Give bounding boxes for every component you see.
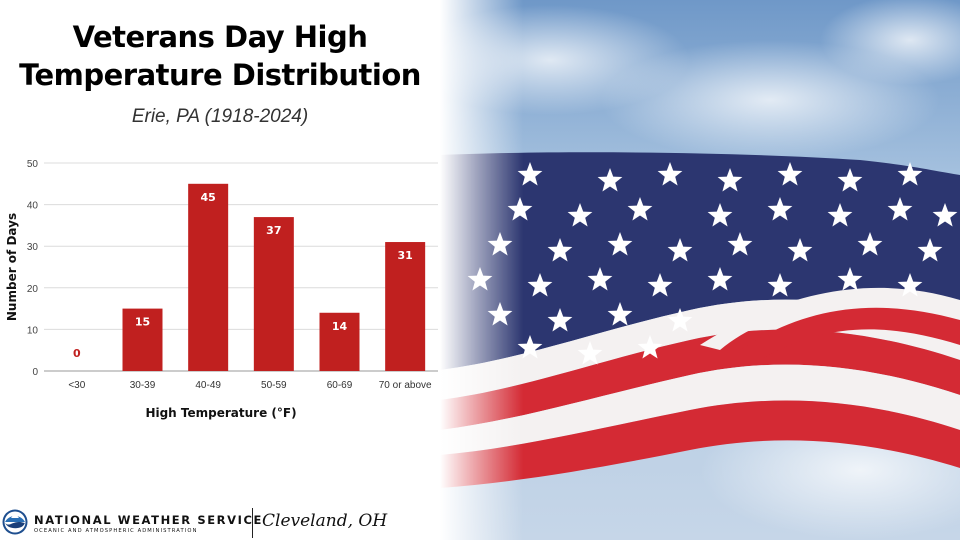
y-tick-label: 30: [27, 242, 39, 253]
x-tick-label: 60-69: [327, 380, 353, 391]
bar: [319, 312, 360, 371]
american-flag-photo: [440, 0, 960, 540]
x-axis-title: High Temperature (°F): [145, 406, 296, 420]
page-title: Veterans Day High Temperature Distributi…: [10, 18, 430, 94]
title-line-1: Veterans Day High: [72, 20, 368, 54]
y-tick-label: 10: [27, 325, 39, 336]
y-tick-label: 20: [27, 284, 39, 295]
org-name: NATIONAL WEATHER SERVICE: [34, 513, 263, 527]
office-name: Cleveland, OH: [262, 511, 388, 531]
bar-chart: 0 10 20 30 40 50 0 <30 15 30-39 45 40-49 37 50-59 14 60…: [5, 159, 438, 420]
x-tick-label: 70 or above: [379, 380, 432, 391]
data-label: 31: [398, 249, 413, 262]
footer: NATIONAL WEATHER SERVICE OCEANIC AND ATM…: [0, 505, 440, 541]
bar: [253, 217, 294, 371]
data-label: 14: [332, 320, 348, 333]
data-label: 0: [73, 347, 81, 360]
y-tick-label: 0: [32, 367, 38, 378]
data-label: 37: [266, 224, 281, 237]
chart-panel: Veterans Day High Temperature Distributi…: [0, 0, 450, 540]
y-axis-title: Number of Days: [5, 213, 19, 321]
bar: [122, 308, 163, 371]
footer-divider: [252, 508, 253, 538]
chart-subtitle: Erie, PA (1918-2024): [131, 106, 309, 127]
x-tick-label: <30: [68, 380, 85, 391]
y-tick-label: 40: [27, 201, 39, 212]
org-subtitle: OCEANIC AND ATMOSPHERIC ADMINISTRATION: [34, 528, 198, 534]
bar: [188, 183, 229, 371]
x-tick-label: 50-59: [261, 380, 287, 391]
bar: [385, 242, 426, 371]
data-label: 15: [135, 316, 150, 329]
noaa-logo-icon: [2, 509, 28, 535]
title-line-2: Temperature Distribution: [19, 58, 421, 92]
y-tick-label: 50: [27, 159, 39, 170]
x-tick-label: 30-39: [130, 380, 156, 391]
data-label: 45: [201, 191, 216, 204]
x-tick-label: 40-49: [195, 380, 221, 391]
